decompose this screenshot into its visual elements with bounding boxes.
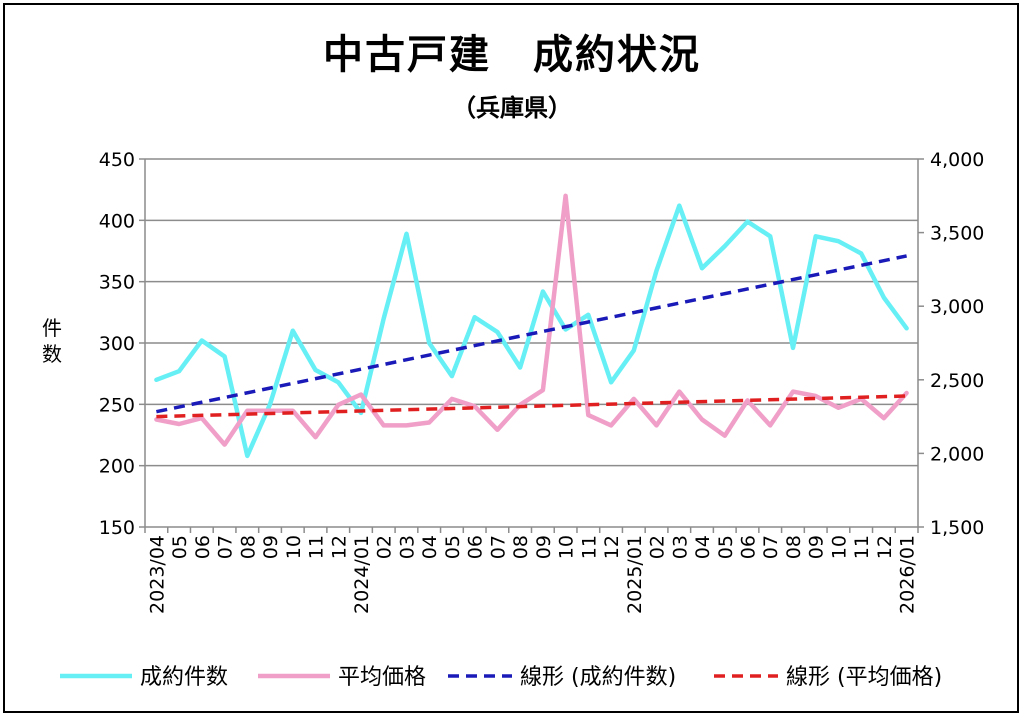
grid-lines <box>144 158 919 528</box>
x-tick-label: 03 <box>396 535 418 559</box>
x-tick-label: 06 <box>192 535 214 559</box>
legend-label-0: 成約件数 <box>140 665 228 690</box>
legend-label-2: 線形 (成約件数) <box>520 665 676 690</box>
x-tick-label: 10 <box>828 535 850 559</box>
x-tick-label: 12 <box>328 535 350 559</box>
y-right-tick-label: 3,000 <box>930 296 984 318</box>
series-line-0 <box>154 203 909 459</box>
x-tick-label: 05 <box>442 535 464 559</box>
x-tick-label: 2026/01 <box>897 535 919 614</box>
y-right-tick-label: 3,500 <box>930 223 984 245</box>
x-tick-label: 11 <box>306 535 328 559</box>
y-left-tick-label: 150 <box>99 517 135 539</box>
y-right-tick-label: 4,000 <box>930 149 984 171</box>
legend-label-3: 線形 (平均価格) <box>786 665 942 690</box>
x-tick-label: 12 <box>874 535 896 559</box>
trend-line-2 <box>156 254 907 414</box>
x-tick-label: 04 <box>419 535 441 559</box>
x-axis: 2023/04 05 06 07 08 09 10 11 12 2024/01 02 03 04 05 06… <box>144 527 919 614</box>
x-tick-label: 03 <box>669 535 691 559</box>
x-tick-label: 05 <box>169 535 191 559</box>
y-left-tick-label: 300 <box>99 333 135 355</box>
x-tick-label: 02 <box>647 535 669 559</box>
y-axis-label-char: 数 <box>42 342 62 366</box>
series-line-1 <box>154 193 909 447</box>
x-tick-label: 05 <box>715 535 737 559</box>
x-tick-label: 06 <box>737 535 759 559</box>
x-tick-label: 10 <box>283 535 305 559</box>
y-axis-left: 150 200 250 300 350 400 450 <box>99 149 145 539</box>
y-left-tick-label: 250 <box>99 394 135 416</box>
x-tick-label: 11 <box>851 535 873 559</box>
x-tick-label: 10 <box>556 535 578 559</box>
x-tick-label: 08 <box>510 535 532 559</box>
x-tick-label: 02 <box>374 535 396 559</box>
legend-label-1: 平均価格 <box>338 665 426 690</box>
chart-title: 中古戸建 成約状況 <box>323 32 701 78</box>
x-tick-label: 12 <box>601 535 623 559</box>
x-tick-label: 09 <box>806 535 828 559</box>
y-axis-label: 件数 <box>42 316 62 366</box>
series-layer <box>154 193 909 459</box>
y-right-tick-label: 2,500 <box>930 370 984 392</box>
x-tick-label: 2023/04 <box>146 535 168 614</box>
y-left-tick-label: 200 <box>99 456 135 478</box>
x-tick-label: 07 <box>487 535 509 559</box>
y-left-tick-label: 400 <box>99 210 135 232</box>
y-axis-label-char: 件 <box>42 316 62 340</box>
x-tick-label: 08 <box>783 535 805 559</box>
x-tick-label: 08 <box>237 535 259 559</box>
y-left-tick-label: 350 <box>99 272 135 294</box>
x-tick-label: 06 <box>465 535 487 559</box>
x-tick-label: 04 <box>692 535 714 559</box>
chart-frame <box>3 3 1019 713</box>
x-tick-label: 2025/01 <box>624 535 646 614</box>
x-tick-label: 07 <box>760 535 782 559</box>
legend: 成約件数 平均価格 線形 (成約件数) 線形 (平均価格) <box>60 665 942 690</box>
y-right-tick-label: 1,500 <box>930 517 984 539</box>
chart-subtitle: （兵庫県） <box>452 94 572 122</box>
x-tick-label: 2024/01 <box>351 535 373 614</box>
x-tick-label: 09 <box>260 535 282 559</box>
x-tick-label: 11 <box>578 535 600 559</box>
x-tick-label: 07 <box>215 535 237 559</box>
y-axis-right: 1,500 2,000 2,500 3,000 3,500 4,000 <box>918 149 984 539</box>
y-left-tick-label: 450 <box>99 149 135 171</box>
x-tick-label: 09 <box>533 535 555 559</box>
y-right-tick-label: 2,000 <box>930 443 984 465</box>
